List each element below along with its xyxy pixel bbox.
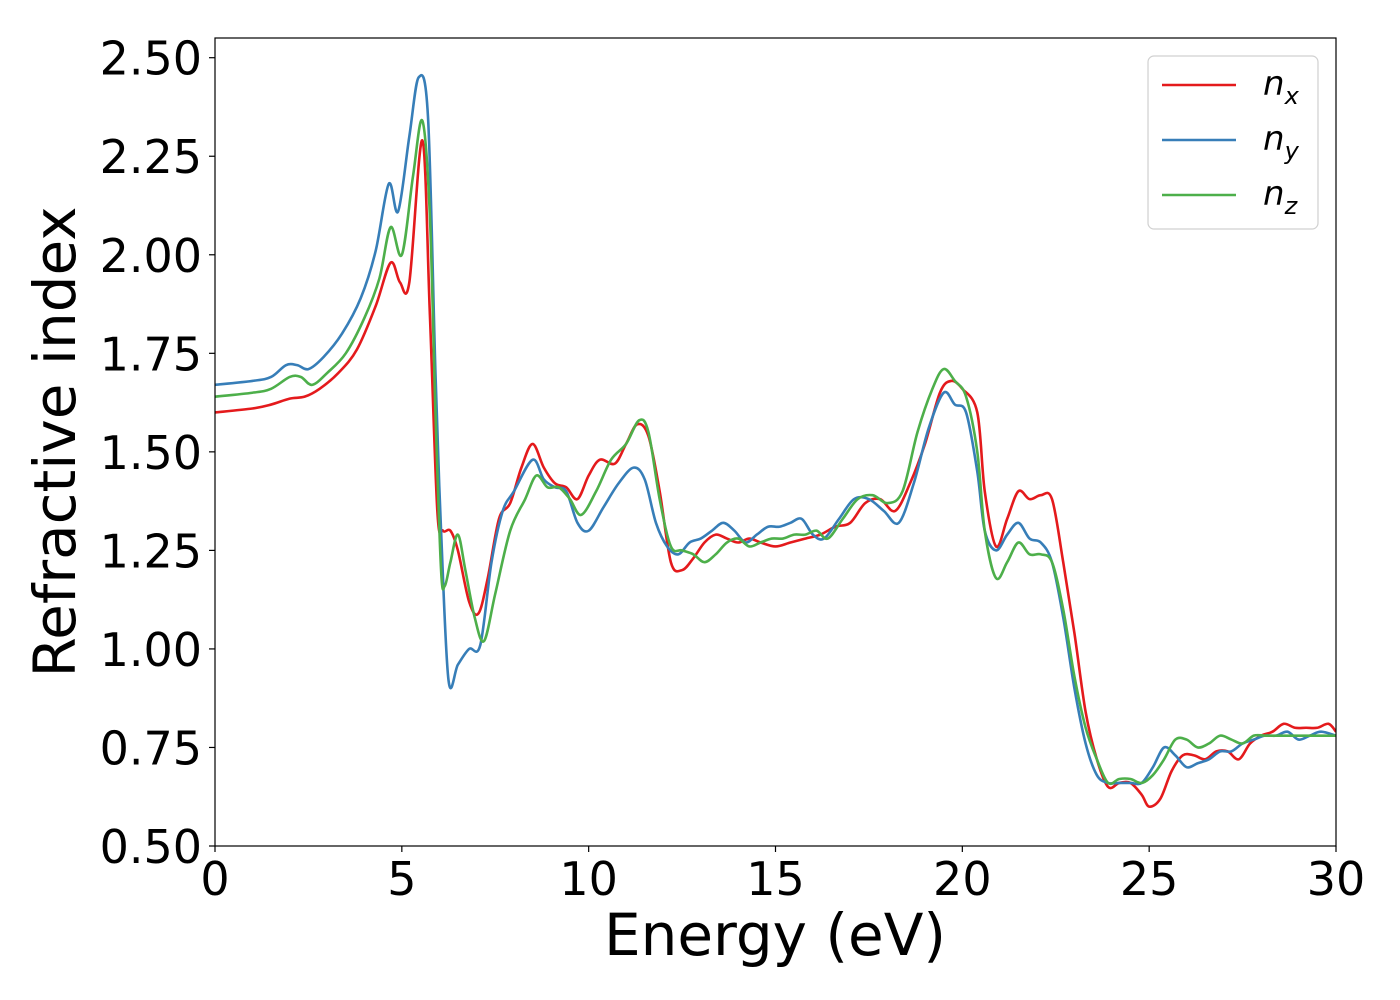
x-tick-label: 15 [746,852,805,906]
legend-box [1147,55,1319,230]
legend: nx ny nz [1147,55,1319,230]
y-tick-label: 2.25 [100,130,202,184]
x-tick-label: 0 [200,852,229,906]
x-axis-title: Energy (eV) [604,901,946,969]
series-line-x [215,139,1336,808]
y-tick-label: 2.00 [100,229,202,283]
y-tick-label: 2.50 [100,32,202,86]
series-line-z [215,118,1336,786]
y-tick-label: 1.75 [100,327,202,381]
x-tick-label: 20 [933,852,992,906]
y-tick-label: 0.50 [100,820,202,874]
y-tick-label: 0.75 [100,721,202,775]
x-tick-label: 5 [387,852,416,906]
series-layer [215,73,1336,808]
y-tick-label: 1.00 [100,623,202,677]
y-tick-label: 1.50 [100,426,202,480]
legend-label-z: nz [1263,174,1299,220]
legend-label-x: nx [1263,64,1300,110]
legend-label-y: ny [1263,119,1300,165]
x-tick-label: 30 [1307,852,1366,906]
y-axis: 0.50 0.75 1.00 1.25 1.50 1.75 2.00 2.25 2.50 [100,32,215,874]
y-axis-title: Refractive index [21,206,89,677]
y-tick-label: 1.25 [100,524,202,578]
x-tick-label: 10 [559,852,618,906]
x-axis: 0 5 10 15 20 25 30 [200,846,1365,906]
x-tick-label: 25 [1120,852,1179,906]
